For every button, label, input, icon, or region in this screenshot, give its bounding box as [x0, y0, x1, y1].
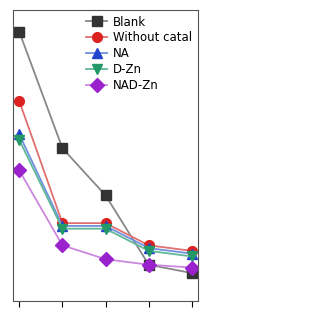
Line: NA: NA [14, 130, 197, 259]
NA [60, 224, 64, 228]
NA [147, 246, 151, 250]
Legend: Blank, Without catal, NA, D-Zn, NAD-Zn: Blank, Without catal, NA, D-Zn, NAD-Zn [82, 11, 197, 97]
Blank [147, 263, 151, 267]
NAD-Zn [17, 169, 21, 172]
D-Zn [104, 227, 108, 231]
Without catal [60, 221, 64, 225]
Line: Blank: Blank [14, 27, 197, 278]
NA [104, 224, 108, 228]
Line: NAD-Zn: NAD-Zn [14, 165, 197, 272]
Without catal [17, 99, 21, 103]
NAD-Zn [104, 257, 108, 261]
Without catal [104, 221, 108, 225]
D-Zn [190, 254, 194, 258]
NAD-Zn [60, 244, 64, 247]
Blank [190, 271, 194, 275]
D-Zn [17, 138, 21, 142]
NA [190, 252, 194, 256]
Line: D-Zn: D-Zn [14, 135, 197, 261]
NAD-Zn [190, 266, 194, 269]
Blank [104, 194, 108, 197]
D-Zn [147, 249, 151, 253]
NA [17, 132, 21, 136]
Blank [60, 146, 64, 150]
Blank [17, 30, 21, 34]
NAD-Zn [147, 263, 151, 267]
Without catal [147, 244, 151, 247]
Without catal [190, 249, 194, 253]
Line: Without catal: Without catal [14, 96, 197, 256]
D-Zn [60, 227, 64, 231]
